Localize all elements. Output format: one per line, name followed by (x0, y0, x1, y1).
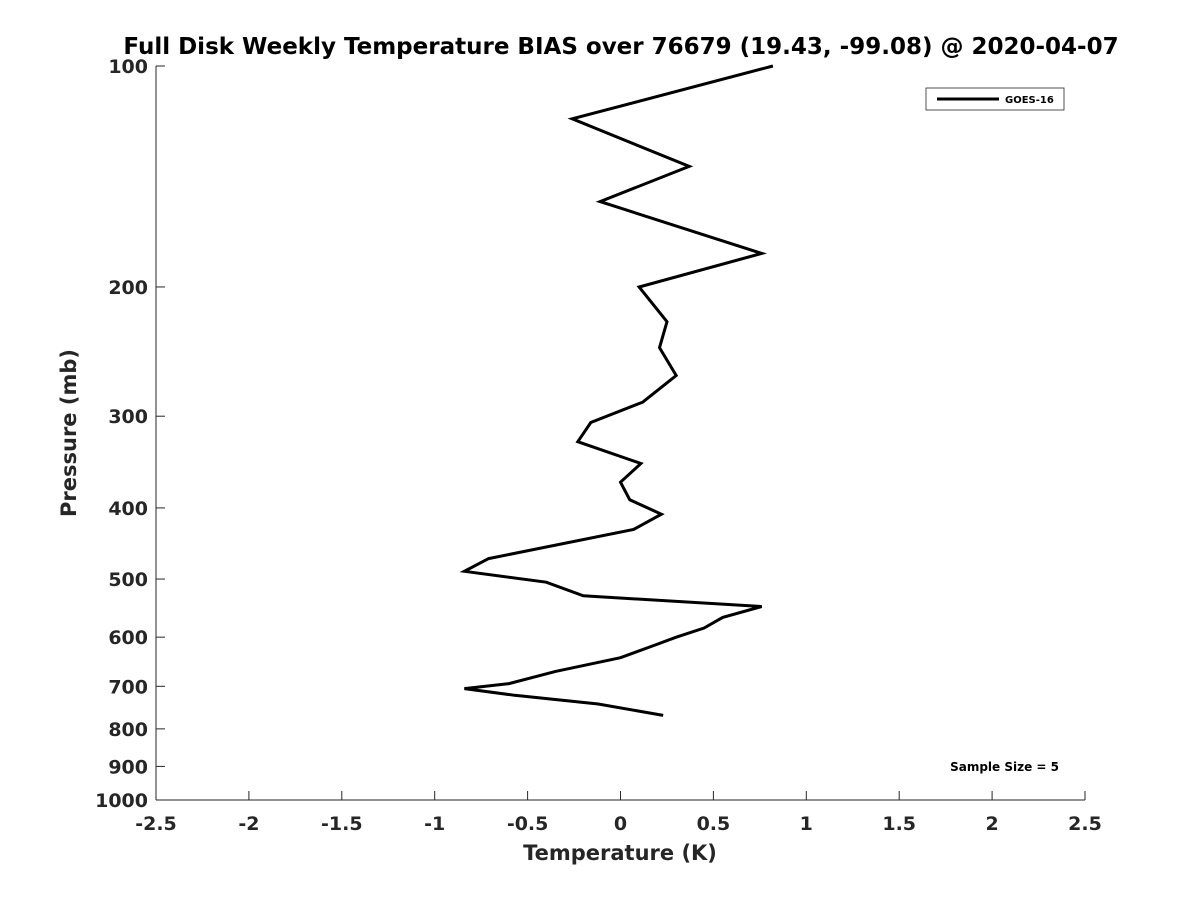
y-tick-label: 1000 (95, 790, 148, 812)
x-axis-label: Temperature (K) (523, 841, 717, 865)
plot-area (156, 66, 1085, 800)
y-tick-label: 900 (108, 756, 148, 778)
x-tick-label: -2 (238, 813, 259, 835)
x-tick-label: 1.5 (882, 813, 916, 835)
x-tick-label: -2.5 (135, 813, 177, 835)
series-layer (459, 64, 774, 717)
y-tick-label: 700 (108, 676, 148, 698)
x-tick-label: -0.5 (507, 813, 549, 835)
x-tick-label: 2.5 (1068, 813, 1102, 835)
x-tick-label: -1.5 (321, 813, 363, 835)
y-tick-label: 600 (108, 627, 148, 649)
x-tick-label: 0.5 (697, 813, 731, 835)
legend-label: GOES-16 (1005, 95, 1054, 106)
y-tick-label: 800 (108, 719, 148, 741)
x-tick-label: 2 (985, 813, 998, 835)
series-line (459, 64, 774, 717)
x-tick-label: -1 (424, 813, 445, 835)
y-tick-label: 200 (108, 277, 148, 299)
x-axis-ticks: -2.5 -2 -1.5 -1 -0.5 0 0.5 1 1.5 2 2.5 (135, 791, 1102, 835)
y-tick-label: 300 (108, 406, 148, 428)
chart-title: Full Disk Weekly Temperature BIAS over 7… (123, 34, 1118, 60)
y-axis-ticks: 100 200 300 400 500 600 700 800 900 1000 (95, 56, 165, 812)
x-tick-label: 1 (800, 813, 813, 835)
y-tick-label: 100 (108, 56, 148, 78)
sample-size-annotation: Sample Size = 5 (950, 760, 1059, 774)
y-tick-label: 400 (108, 498, 148, 520)
legend: GOES-16 (925, 87, 1065, 111)
x-tick-label: 0 (614, 813, 627, 835)
y-tick-label: 500 (108, 569, 148, 591)
y-axis-label: Pressure (mb) (57, 349, 81, 517)
